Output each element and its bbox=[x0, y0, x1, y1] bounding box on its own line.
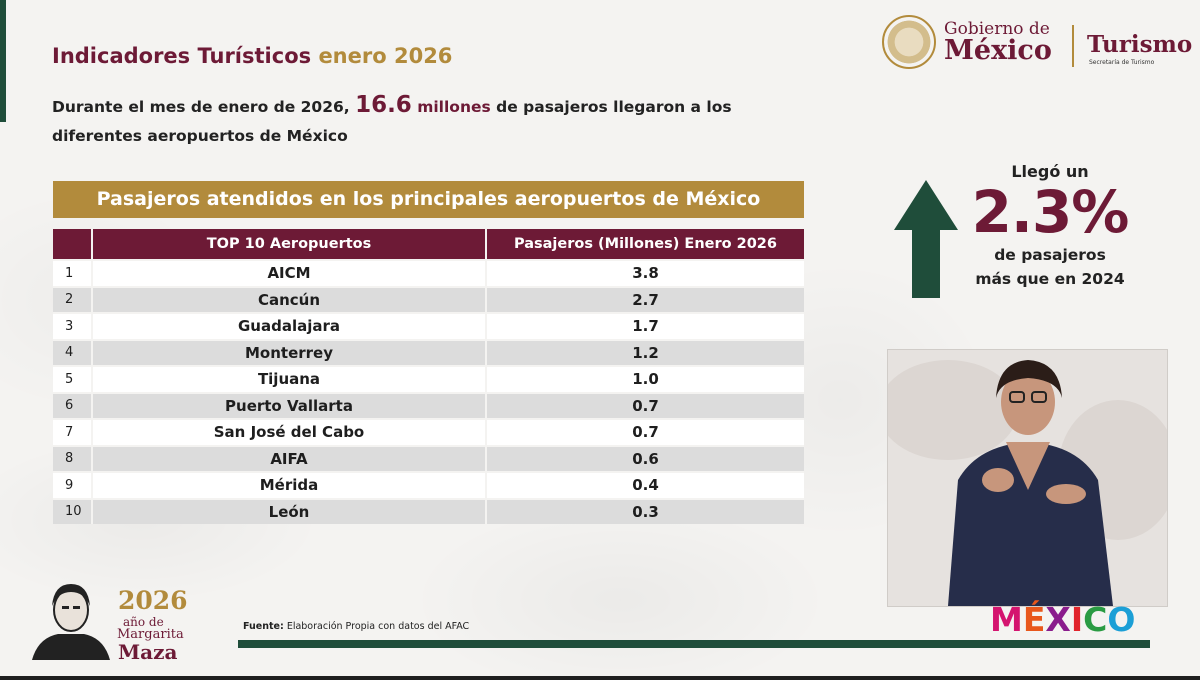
mexico-brand-letter: É bbox=[1022, 600, 1046, 639]
airport-cell: Tijuana bbox=[92, 365, 487, 393]
maza-line1: año de bbox=[123, 615, 164, 629]
left-accent-bar bbox=[0, 0, 6, 122]
mexico-brand-letter: O bbox=[1107, 600, 1136, 639]
airports-table: TOP 10 Aeropuertos Pasajeros (Millones) … bbox=[53, 229, 804, 524]
passengers-cell: 0.7 bbox=[486, 418, 804, 446]
maza-year: 2026 bbox=[118, 586, 188, 615]
header-passengers: Pasajeros (Millones) Enero 2026 bbox=[486, 229, 804, 260]
mexico-brand-letter: X bbox=[1045, 600, 1071, 639]
logo-divider bbox=[1072, 25, 1074, 67]
rank-cell: 4 bbox=[53, 338, 93, 366]
table-row: 4 Monterrey 1.2 bbox=[53, 338, 804, 366]
national-seal-icon bbox=[882, 15, 936, 69]
source-text: Elaboración Propia con datos del AFAC bbox=[286, 621, 470, 632]
passengers-cell: 0.6 bbox=[486, 444, 804, 472]
mexico-brand-logo: MÉXICO bbox=[990, 600, 1135, 639]
rank-cell: 1 bbox=[53, 259, 93, 287]
up-arrow-icon bbox=[894, 180, 958, 298]
airport-cell: Cancún bbox=[92, 285, 487, 313]
interpreter-figure bbox=[888, 360, 1167, 606]
rank-cell: 7 bbox=[53, 418, 93, 446]
passengers-cell: 1.7 bbox=[486, 312, 804, 340]
rank-cell: 10 bbox=[53, 497, 93, 524]
table-row: 8 AIFA 0.6 bbox=[53, 444, 804, 472]
airport-cell: Guadalajara bbox=[92, 312, 487, 340]
growth-indicator: Llegó un 2.3% de pasajeros más que en 20… bbox=[960, 162, 1140, 291]
airport-cell: AICM bbox=[92, 259, 487, 287]
margarita-maza-portrait-icon bbox=[32, 584, 110, 660]
table-row: 7 San José del Cabo 0.7 bbox=[53, 418, 804, 446]
bottom-edge bbox=[0, 676, 1200, 680]
summary-value: 16.6 bbox=[355, 92, 412, 118]
summary-text: Durante el mes de enero de 2026, 16.6 mi… bbox=[52, 88, 772, 148]
margarita-maza-logo: 2026 año de Margarita Maza bbox=[28, 580, 208, 664]
title-period: enero 2026 bbox=[318, 44, 453, 68]
rank-cell: 2 bbox=[53, 285, 93, 313]
rank-cell: 8 bbox=[53, 444, 93, 472]
table-row: 5 Tijuana 1.0 bbox=[53, 365, 804, 393]
footer-green-bar bbox=[238, 640, 1150, 648]
table-row: 9 Mérida 0.4 bbox=[53, 471, 804, 499]
passengers-cell: 3.8 bbox=[486, 259, 804, 287]
airport-cell: AIFA bbox=[92, 444, 487, 472]
airport-cell: Monterrey bbox=[92, 338, 487, 366]
maza-line2: Margarita bbox=[117, 627, 184, 642]
header-rank bbox=[53, 229, 93, 260]
airport-cell: León bbox=[92, 497, 487, 524]
rank-cell: 9 bbox=[53, 471, 93, 499]
mexico-brand-letter: M bbox=[990, 600, 1023, 639]
gobierno-line2: México bbox=[944, 35, 1052, 66]
passengers-cell: 1.2 bbox=[486, 338, 804, 366]
growth-line3: más que en 2024 bbox=[975, 270, 1125, 288]
rank-cell: 5 bbox=[53, 365, 93, 393]
header-airport: TOP 10 Aeropuertos bbox=[92, 229, 487, 260]
growth-line2: de pasajeros bbox=[994, 246, 1106, 264]
table-banner: Pasajeros atendidos en los principales a… bbox=[53, 181, 804, 218]
airport-cell: Mérida bbox=[92, 471, 487, 499]
passengers-cell: 0.7 bbox=[486, 391, 804, 419]
mexico-brand-letter: C bbox=[1083, 600, 1108, 639]
table-row: 6 Puerto Vallarta 0.7 bbox=[53, 391, 804, 419]
summary-unit: millones bbox=[417, 98, 491, 116]
airport-cell: Puerto Vallarta bbox=[92, 391, 487, 419]
table-row: 3 Guadalajara 1.7 bbox=[53, 312, 804, 340]
rank-cell: 6 bbox=[53, 391, 93, 419]
page-title: Indicadores Turísticos enero 2026 bbox=[52, 44, 452, 68]
passengers-cell: 2.7 bbox=[486, 285, 804, 313]
turismo-sub-label: Secretaría de Turismo bbox=[1089, 59, 1155, 66]
rank-cell: 3 bbox=[53, 312, 93, 340]
passengers-cell: 1.0 bbox=[486, 365, 804, 393]
summary-before: Durante el mes de enero de 2026, bbox=[52, 98, 350, 116]
table-row: 2 Cancún 2.7 bbox=[53, 285, 804, 313]
gobierno-line1: Gobierno de bbox=[944, 19, 1050, 39]
passengers-cell: 0.4 bbox=[486, 471, 804, 499]
table-header-row: TOP 10 Aeropuertos Pasajeros (Millones) … bbox=[53, 229, 804, 260]
source-label: Fuente: bbox=[243, 621, 284, 632]
title-main: Indicadores Turísticos bbox=[52, 44, 312, 68]
source-note: Fuente: Elaboración Propia con datos del… bbox=[243, 621, 469, 632]
sign-language-interpreter-video bbox=[887, 349, 1168, 607]
summary-after: de pasajeros llegaron a los diferentes a… bbox=[52, 98, 732, 145]
maza-line3: Maza bbox=[118, 640, 178, 664]
airport-cell: San José del Cabo bbox=[92, 418, 487, 446]
growth-percent: 2.3% bbox=[971, 178, 1130, 246]
table-row: 1 AICM 3.8 bbox=[53, 259, 804, 287]
turismo-label: Turismo bbox=[1087, 31, 1193, 58]
growth-line1: Llegó un bbox=[1011, 162, 1089, 181]
table-row: 10 León 0.3 bbox=[53, 497, 804, 524]
passengers-cell: 0.3 bbox=[486, 497, 804, 524]
table-body: 1 AICM 3.8 2 Cancún 2.7 3 Guadalajara 1.7 4 Monter… bbox=[53, 259, 804, 524]
mexico-brand-letter: I bbox=[1070, 600, 1084, 639]
gobierno-logo: Gobierno de México Turismo Secretaría de… bbox=[882, 15, 1200, 75]
